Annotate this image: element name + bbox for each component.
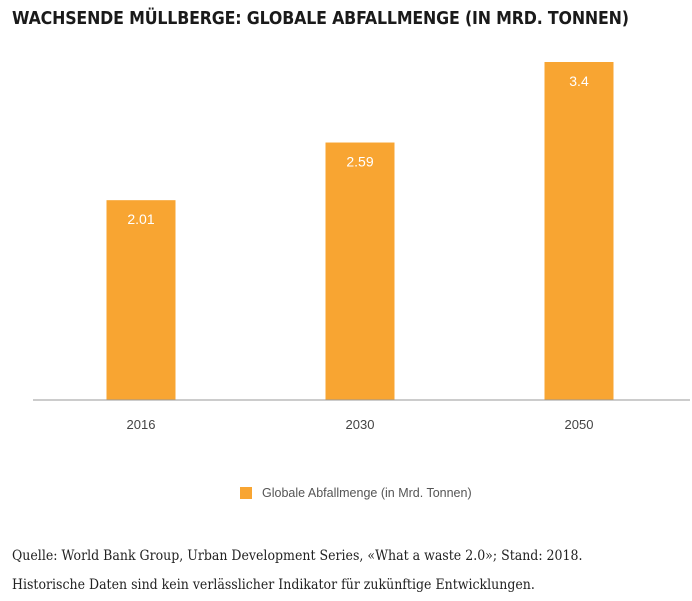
data-label-2050: 3.4 [569,73,589,89]
bar-2030 [325,142,395,400]
data-label-2016: 2.01 [127,211,154,227]
legend-label: Globale Abfallmenge (in Mrd. Tonnen) [262,486,472,500]
legend-swatch [240,487,252,499]
legend: Globale Abfallmenge (in Mrd. Tonnen) [240,486,472,500]
bar-2050 [544,62,614,400]
x-tick-label-2030: 2030 [346,417,375,432]
bar-chart: 2.01 2016 2.59 2030 3.4 2050 [33,62,690,432]
labels-layer: 2.01 2016 2.59 2030 3.4 2050 [127,73,594,432]
bar-2016 [106,200,176,400]
x-tick-label-2016: 2016 [127,417,156,432]
x-tick-label-2050: 2050 [565,417,594,432]
chart-title: WACHSENDE MÜLLBERGE: GLOBALE ABFALLMENGE… [12,8,629,29]
disclaimer-note: Historische Daten sind kein verlässliche… [12,577,535,593]
data-label-2030: 2.59 [346,154,373,170]
source-note: Quelle: World Bank Group, Urban Developm… [12,548,583,564]
bars-layer [106,62,614,400]
